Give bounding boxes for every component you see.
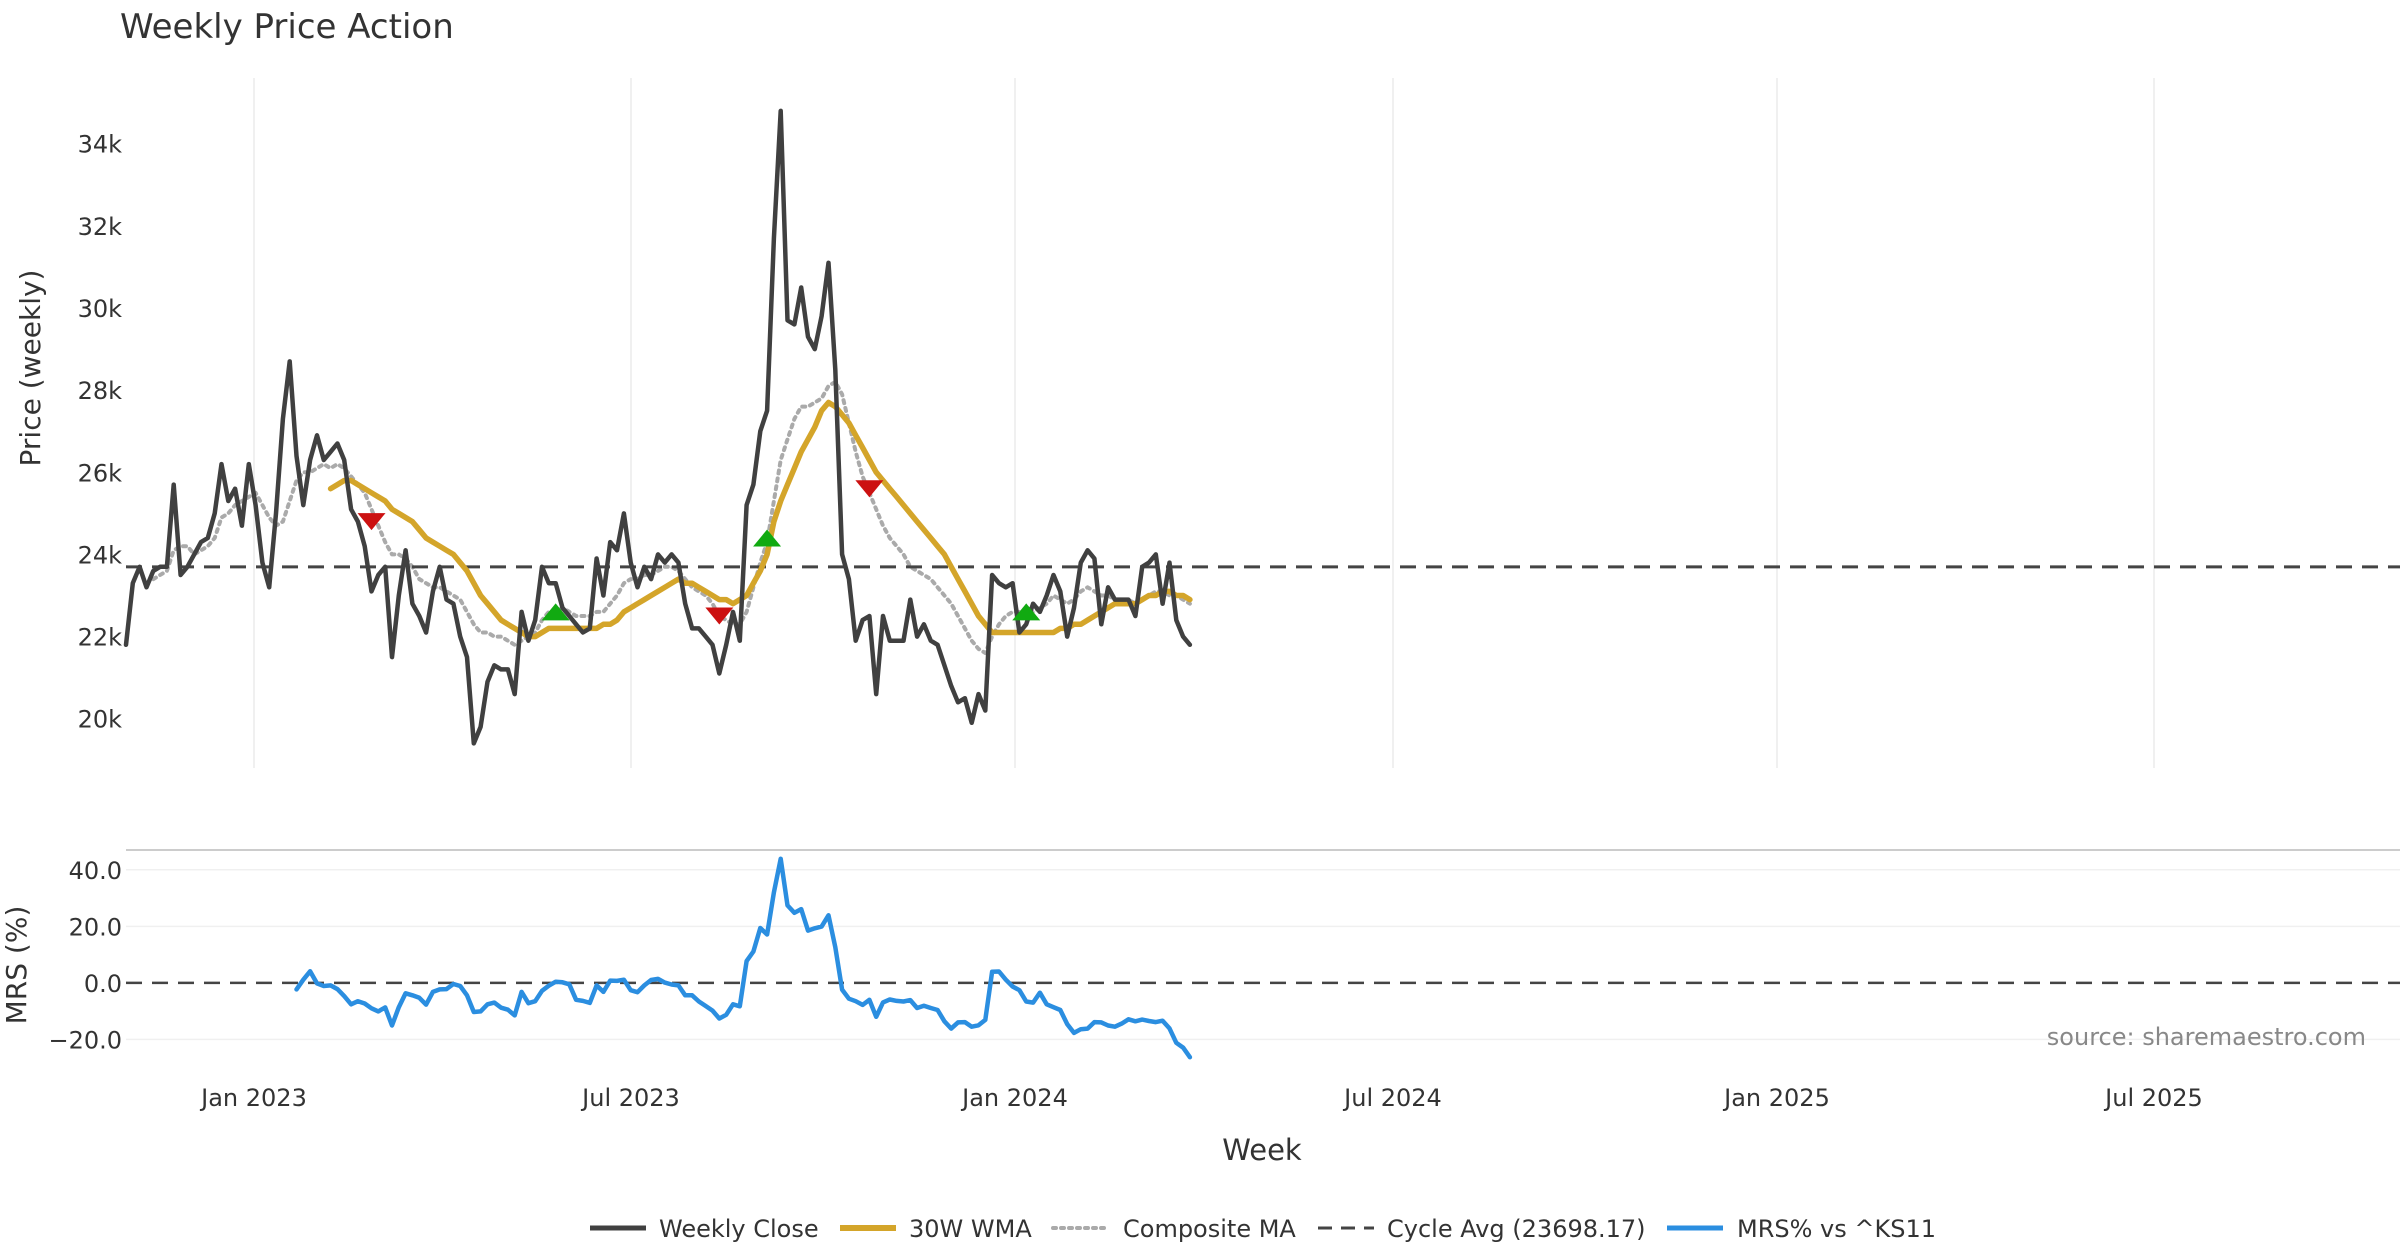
price-y-tick-label: 32k	[78, 213, 123, 241]
sell-signal-marker	[357, 513, 386, 531]
legend-label-cycle-avg: Cycle Avg (23698.17)	[1387, 1215, 1646, 1243]
mrs-y-tick-label: 0.0	[84, 970, 122, 998]
mrs-y-tick-label: −20.0	[48, 1026, 122, 1054]
mrs-y-tick-label: 40.0	[69, 857, 122, 885]
legend-label-30w-wma: 30W WMA	[909, 1215, 1032, 1243]
grid-layer	[126, 78, 2400, 1041]
x-tick-label: Jan 2025	[1722, 1084, 1830, 1112]
mrs-y-tick-label: 20.0	[69, 913, 122, 941]
buy-signal-marker	[753, 529, 782, 547]
x-tick-label: Jul 2024	[1342, 1084, 1442, 1112]
legend-label-mrs: MRS% vs ^KS11	[1737, 1215, 1936, 1243]
mrs-y-axis-label: MRS (%)	[0, 906, 33, 1025]
chart-title: Weekly Price Action	[120, 7, 454, 47]
price-y-axis-label: Price (weekly)	[14, 270, 47, 467]
price-y-tick-label: 30k	[78, 295, 123, 323]
price-y-tick-label: 24k	[78, 541, 123, 569]
buy-signal-marker	[1012, 603, 1041, 621]
x-axis-label: Week	[1222, 1133, 1302, 1167]
price-y-tick-label: 28k	[78, 377, 123, 405]
legend-label-composite-ma: Composite MA	[1123, 1215, 1296, 1243]
x-tick-label: Jul 2023	[580, 1084, 680, 1112]
series-30w-wma	[327, 399, 1193, 640]
marker-layer	[357, 480, 1041, 625]
price-y-tick-label: 22k	[78, 624, 123, 652]
sell-signal-marker	[855, 480, 884, 498]
series-composite-ma	[151, 379, 1192, 655]
series-layer	[123, 108, 2400, 1060]
legend-label-weekly-close: Weekly Close	[659, 1215, 819, 1243]
x-tick-label: Jan 2023	[199, 1084, 307, 1112]
axes-layer: 20k 22k 24k 26k 28k 30k 32k 34k −20.0 0.0 20.0 40.0…	[48, 131, 2202, 1112]
price-y-tick-label: 26k	[78, 459, 123, 487]
buy-signal-marker	[541, 603, 570, 621]
price-y-tick-label: 20k	[78, 706, 123, 734]
series-weekly-close	[123, 108, 1193, 746]
series-mrs	[294, 856, 1193, 1060]
x-tick-label: Jan 2024	[960, 1084, 1068, 1112]
source-label: source: sharemaestro.com	[2047, 1023, 2366, 1051]
sell-signal-marker	[705, 607, 734, 625]
legend: Weekly Close 30W WMA Composite MA Cycle …	[590, 1215, 1936, 1243]
price-y-tick-label: 34k	[78, 131, 123, 159]
x-tick-label: Jul 2025	[2103, 1084, 2203, 1112]
